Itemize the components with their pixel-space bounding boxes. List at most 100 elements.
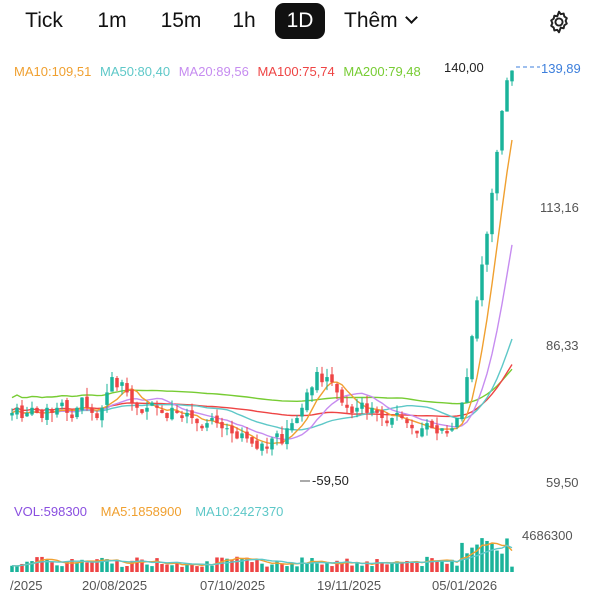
candle-body xyxy=(115,377,119,388)
more-dropdown[interactable]: Thêm xyxy=(344,3,434,39)
candle-body xyxy=(395,412,399,416)
candle-body xyxy=(190,410,194,419)
vol-ma10-line xyxy=(11,544,513,567)
candle-body xyxy=(150,402,154,406)
candle-body xyxy=(400,415,404,419)
candle-body xyxy=(130,389,134,403)
volume-legend: VOL:598300 MA5:1858900 MA10:2427370 xyxy=(14,504,293,519)
tab-tick[interactable]: Tick xyxy=(25,9,63,32)
candle-body xyxy=(60,402,64,407)
volume-bar xyxy=(495,550,499,572)
tab-15m[interactable]: 15m xyxy=(160,9,202,32)
candle-body xyxy=(160,409,164,413)
candle-body xyxy=(180,415,184,419)
gear-icon[interactable] xyxy=(546,9,572,35)
volume-bar xyxy=(325,562,329,572)
candle-body xyxy=(415,430,419,434)
volume-bar xyxy=(350,565,354,572)
volume-bar xyxy=(20,563,24,572)
volume-bar xyxy=(400,561,404,572)
candle-body xyxy=(390,418,394,425)
candle-body xyxy=(170,407,174,420)
candle-body xyxy=(205,423,209,428)
candle-body xyxy=(250,437,254,444)
volume-bar xyxy=(270,564,274,572)
volume-bar xyxy=(460,542,464,572)
candle-body xyxy=(270,438,274,450)
volume-bar xyxy=(475,544,479,572)
candle-body xyxy=(20,405,24,419)
price-tick-113: 113,16 xyxy=(540,200,579,215)
candle-body xyxy=(450,428,454,431)
candle-body xyxy=(500,110,504,151)
candles xyxy=(10,70,514,456)
volume-bar xyxy=(315,563,319,572)
tab-1m[interactable]: 1m xyxy=(97,9,127,32)
volume-bar xyxy=(130,560,134,572)
volume-bar xyxy=(150,566,154,572)
volume-bar xyxy=(385,564,389,572)
volume-bar xyxy=(90,562,94,572)
date-tick-0: /2025 xyxy=(10,578,43,593)
volume-bar xyxy=(410,561,414,572)
volume-bar xyxy=(10,565,14,572)
volume-bar xyxy=(430,558,434,572)
tab-1h[interactable]: 1h xyxy=(232,9,256,32)
candle-body xyxy=(45,407,49,420)
ma-legend: MA10:109,51 MA50:80,40 MA20:89,56 MA100:… xyxy=(14,64,426,79)
volume-max-label: 4686300 xyxy=(522,528,573,543)
candle-body xyxy=(290,423,294,431)
volume-bar xyxy=(450,559,454,572)
candle-body xyxy=(430,420,434,429)
candle-body xyxy=(465,377,469,403)
candle-body xyxy=(35,407,39,413)
volume-bar xyxy=(335,560,339,572)
volume-bar xyxy=(255,559,259,572)
candle-body xyxy=(280,434,284,444)
volume-bar xyxy=(275,560,279,572)
volume-bar xyxy=(85,562,89,572)
candle-body xyxy=(505,80,509,112)
volume-bar xyxy=(500,553,504,572)
volume-bar xyxy=(15,566,19,572)
low-price-marker: -59,50 xyxy=(312,473,349,488)
volume-bar xyxy=(185,563,189,572)
tab-1d[interactable]: 1D xyxy=(275,3,325,39)
candle-body xyxy=(345,404,349,408)
volume-bar xyxy=(380,562,384,572)
volume-bar xyxy=(480,538,484,572)
volume-bar xyxy=(145,564,149,572)
candle-body xyxy=(255,440,259,449)
volume-bar xyxy=(95,559,99,572)
volume-bar xyxy=(205,561,209,572)
candle-body xyxy=(315,371,319,391)
volume-bar xyxy=(55,565,59,572)
candle-body xyxy=(55,407,59,415)
volume-bar xyxy=(135,557,139,572)
volume-bar xyxy=(195,566,199,572)
candle-body xyxy=(490,192,494,235)
volume-bar xyxy=(260,563,264,572)
volume-bar xyxy=(300,557,304,572)
candle-body xyxy=(210,418,214,421)
timeframe-toolbar: Tick 1m 15m 1h 1D Thêm xyxy=(0,0,600,44)
candle-body xyxy=(175,410,179,413)
volume-bar xyxy=(320,564,324,572)
candle-body xyxy=(495,151,499,194)
candle-body xyxy=(380,410,384,419)
volume-bar xyxy=(345,558,349,572)
low-price-value: 59,50 xyxy=(316,473,349,488)
volume-bar xyxy=(40,556,44,572)
candle-body xyxy=(95,413,99,419)
candle-body xyxy=(300,407,304,417)
volume-bar xyxy=(115,559,119,572)
candle-body xyxy=(335,383,339,393)
date-tick-4: 05/01/2026 xyxy=(432,578,498,593)
volume-bar xyxy=(25,561,29,572)
volume-bar xyxy=(30,561,34,572)
date-tick-3: 19/11/2025 xyxy=(317,578,382,593)
candle-body xyxy=(435,425,439,434)
candle-body xyxy=(195,418,199,424)
volume-bar xyxy=(365,561,369,572)
